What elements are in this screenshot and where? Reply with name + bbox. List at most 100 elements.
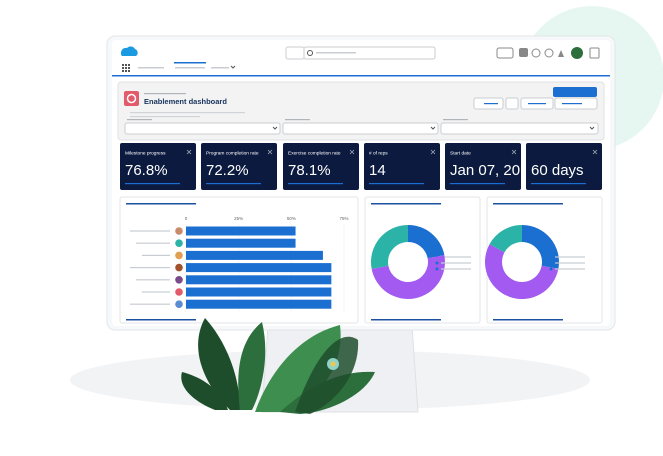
metric-tile — [120, 143, 196, 190]
donut-slice — [408, 225, 445, 259]
row-label — [130, 303, 170, 305]
metric-tiles: Milestone progress 76.8% Program completio… — [120, 143, 602, 190]
filter-label — [443, 119, 468, 121]
row-label — [136, 242, 170, 244]
metric-value: 78.1% — [288, 162, 331, 179]
help[interactable] — [531, 48, 541, 58]
donut-slice — [489, 225, 522, 253]
panel-footer — [493, 319, 563, 321]
row-avatar — [175, 300, 183, 309]
row-avatar — [175, 227, 183, 235]
nav-item[interactable] — [138, 67, 164, 69]
bar — [186, 275, 332, 285]
metric-tile — [445, 143, 521, 190]
filter-label — [285, 119, 310, 121]
donut-slice — [522, 225, 559, 269]
metric-label: Exercise completion rate — [288, 150, 341, 156]
breadcrumb — [144, 93, 186, 95]
search-box[interactable] — [303, 46, 436, 60]
legend-label — [555, 256, 585, 258]
expand-icon — [430, 149, 436, 155]
row-avatar — [175, 276, 183, 284]
search-placeholder — [316, 52, 356, 54]
panel-title — [126, 203, 196, 205]
row-label — [142, 291, 170, 293]
metric-underline — [125, 183, 180, 185]
nav-indicator — [174, 62, 206, 64]
filter-label — [127, 119, 152, 121]
button-label — [484, 103, 498, 105]
row-avatar — [175, 263, 183, 272]
bar — [186, 299, 332, 309]
search-scope[interactable] — [285, 46, 305, 60]
metric-tile — [364, 143, 440, 190]
filter-select[interactable] — [124, 122, 281, 135]
expand-icon — [349, 149, 355, 155]
nav-dropdown[interactable] — [230, 65, 236, 69]
app-launcher[interactable] — [122, 64, 130, 72]
legend-label — [441, 268, 471, 270]
donut-slice — [484, 244, 559, 300]
notifications[interactable] — [558, 50, 564, 57]
metric-underline — [369, 183, 424, 185]
subtitle-line — [130, 112, 245, 114]
legend-dot — [435, 267, 439, 271]
donut-slice — [371, 255, 445, 299]
select-arrows — [272, 126, 595, 130]
metric-value: Jan 07, 20.. — [450, 162, 528, 179]
dashboard-title: Enablement dashboard — [144, 97, 227, 106]
charts: 0 25% 50% 75% — [130, 216, 585, 312]
metric-underline — [531, 183, 586, 185]
metric-underline — [206, 183, 261, 185]
legend-label — [441, 262, 471, 264]
search-icon — [307, 50, 313, 56]
nav-item[interactable] — [211, 67, 229, 69]
metric-tile — [283, 143, 359, 190]
add-button[interactable] — [519, 48, 528, 57]
metric-value: 60 days — [531, 162, 584, 179]
expand-icon — [592, 149, 598, 155]
x-tick-label: 50% — [287, 216, 296, 221]
metric-underline — [450, 183, 505, 185]
nav-rule — [112, 75, 610, 77]
expand-icon — [186, 149, 192, 155]
button[interactable] — [505, 97, 519, 110]
x-tick-label: 25% — [234, 216, 243, 221]
bar — [186, 263, 332, 273]
settings[interactable] — [544, 48, 554, 58]
row-avatar — [175, 288, 183, 296]
filter-select[interactable] — [282, 122, 439, 135]
panel-title — [371, 203, 441, 205]
bar — [186, 238, 296, 248]
panel-toggle[interactable] — [589, 47, 600, 59]
favorites[interactable] — [496, 47, 514, 59]
button-label — [562, 103, 582, 105]
metric-value: 76.8% — [125, 162, 168, 179]
legend-dot — [549, 261, 553, 265]
row-avatar — [175, 251, 183, 260]
dashboard-icon-glyph — [126, 93, 137, 104]
metric-label: Start date — [450, 150, 471, 156]
row-label — [130, 267, 170, 269]
metric-label: Milestone progress — [125, 150, 166, 156]
metric-value: 72.2% — [206, 162, 249, 179]
logo[interactable] — [120, 46, 138, 56]
nav-item-active[interactable] — [175, 67, 205, 69]
primary-button[interactable] — [553, 87, 597, 97]
bar — [186, 250, 323, 260]
legend-dot — [435, 261, 439, 265]
metric-tile — [201, 143, 277, 190]
panel-title — [493, 203, 563, 205]
row-label — [130, 230, 170, 232]
legend-dot — [549, 267, 553, 271]
metric-underline — [288, 183, 343, 185]
filter-select[interactable] — [440, 122, 599, 135]
metric-tile — [526, 143, 602, 190]
bar — [186, 287, 332, 297]
avatar[interactable] — [571, 47, 583, 59]
dashboard-icon — [124, 91, 139, 106]
legend-dot — [549, 255, 553, 259]
expand-icon — [511, 149, 517, 155]
